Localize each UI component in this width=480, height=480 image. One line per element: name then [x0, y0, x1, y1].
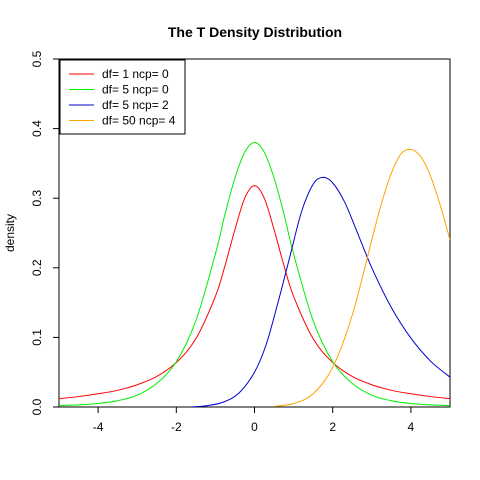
y-tick-label: 0.5 — [30, 50, 44, 67]
y-tick-label: 0.4 — [30, 120, 44, 137]
series-line-2 — [59, 142, 450, 407]
x-tick-label: -4 — [93, 420, 104, 434]
x-tick-label: -2 — [171, 420, 182, 434]
legend-box — [59, 59, 186, 135]
legend: df= 1 ncp= 0 df= 5 ncp= 0df= 5 ncp= 2 df= … — [59, 59, 186, 135]
legend-label: df= 5 ncp= 0 — [102, 83, 169, 97]
x-tick-label: 2 — [329, 420, 336, 434]
legend-label: df= 5 ncp= 2 — [102, 98, 169, 112]
series-line-4 — [273, 148, 450, 407]
y-axis: 0.0 0.1 0.2 0.3 0.4 0.5 — [30, 50, 59, 415]
series-layer — [59, 142, 450, 407]
y-tick-label: 0.1 — [30, 329, 44, 346]
series-line-1 — [59, 185, 450, 400]
y-tick-label: 0.3 — [30, 190, 44, 207]
x-tick-label: 0 — [251, 420, 258, 434]
y-tick-label: 0.2 — [30, 259, 44, 276]
series-line-3 — [191, 176, 450, 407]
legend-label: df= 50 ncp= 4 — [102, 114, 176, 128]
chart-title: The T Density Distribution — [168, 24, 342, 40]
y-tick-label: 0.0 — [30, 398, 44, 415]
x-tick-label: 4 — [408, 420, 415, 434]
y-axis-label: density — [3, 214, 17, 252]
legend-label: df= 1 ncp= 0 — [102, 67, 169, 81]
x-axis: -4 -2 0 2 4 — [93, 407, 415, 434]
